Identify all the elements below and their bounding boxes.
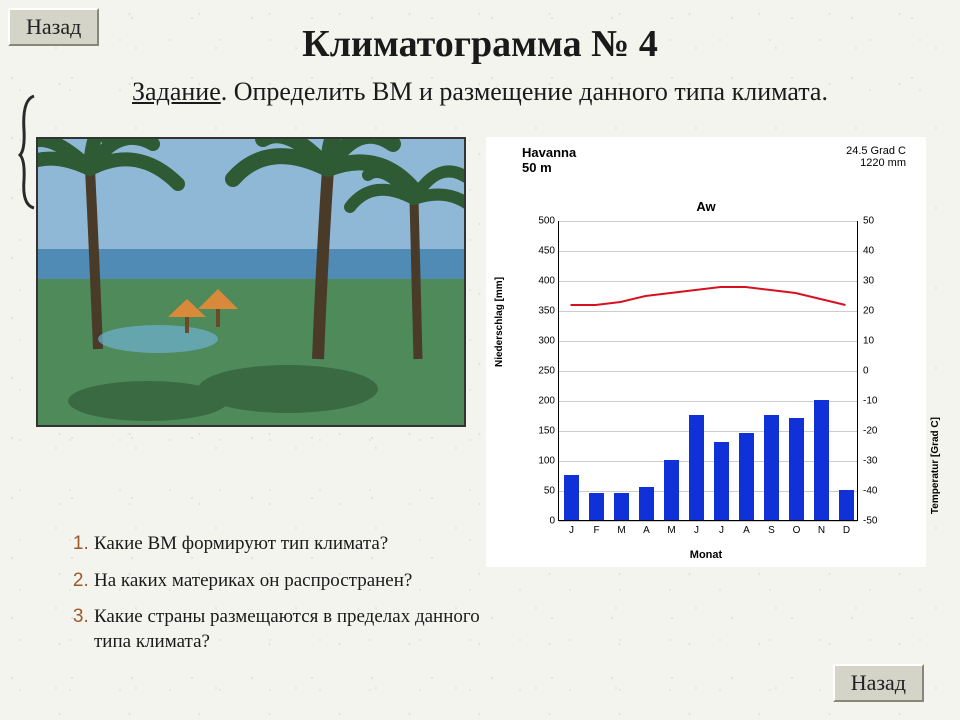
precip-tick: 450	[538, 246, 555, 257]
month-tick: N	[818, 525, 825, 536]
question-item: Какие ВМ формируют тип климата?	[94, 532, 506, 557]
month-tick: A	[643, 525, 650, 536]
temp-tick: 40	[863, 246, 874, 257]
month-tick: F	[593, 525, 599, 536]
precip-bar	[564, 475, 579, 520]
temp-tick: -10	[863, 396, 877, 407]
temp-tick: -50	[863, 516, 877, 527]
climate-photo	[36, 137, 466, 427]
precip-bar	[789, 418, 804, 520]
precip-tick: 100	[538, 456, 555, 467]
content-row: Havanna 50 m 24.5 Grad C 1220 mm Aw Nied…	[0, 109, 960, 567]
precip-bar	[639, 487, 654, 520]
precip-tick: 300	[538, 336, 555, 347]
precip-tick: 200	[538, 396, 555, 407]
question-item: На каких материках он распространен?	[94, 569, 506, 594]
temp-tick: -30	[863, 456, 877, 467]
station-name: Havanna	[522, 145, 576, 160]
x-axis-label: Monat	[486, 549, 926, 561]
task-body: . Определить ВМ и размещение данного тип…	[221, 77, 828, 106]
temp-avg: 24.5 Grad C	[846, 145, 906, 157]
temp-tick: -20	[863, 426, 877, 437]
month-tick: O	[793, 525, 801, 536]
precip-bar	[664, 460, 679, 520]
precip-tick: 500	[538, 216, 555, 227]
month-tick: J	[719, 525, 724, 536]
month-tick: M	[667, 525, 675, 536]
precip-total: 1220 mm	[846, 157, 906, 169]
task-lead: Задание	[132, 77, 221, 106]
task-text: Задание. Определить ВМ и размещение данн…	[0, 66, 960, 109]
station-elevation: 50 m	[522, 160, 576, 175]
precip-bar	[814, 400, 829, 520]
precip-tick: 350	[538, 306, 555, 317]
y-axis-right-label: Temperatur [Grad C]	[930, 417, 941, 514]
question-list: Какие ВМ формируют тип климата? На каких …	[66, 532, 506, 667]
y-axis-left-label: Niederschlag [mm]	[494, 277, 505, 367]
precip-tick: 0	[549, 516, 555, 527]
month-tick: A	[743, 525, 750, 536]
chart-classification: Aw	[486, 199, 926, 214]
page-title: Климатограмма № 4	[0, 0, 960, 66]
precip-bar	[589, 493, 604, 520]
back-button-top[interactable]: Назад	[8, 8, 99, 46]
month-tick: J	[694, 525, 699, 536]
temp-tick: 30	[863, 276, 874, 287]
precip-bar	[714, 442, 729, 520]
chart-plot-area: 050100150200250300350400450500-50-40-30-…	[558, 221, 858, 521]
temp-tick: 50	[863, 216, 874, 227]
precip-bar	[739, 433, 754, 520]
precip-bar	[614, 493, 629, 520]
precip-bar	[839, 490, 854, 520]
month-tick: S	[768, 525, 775, 536]
month-tick: D	[843, 525, 850, 536]
chart-summary: 24.5 Grad C 1220 mm	[846, 145, 906, 169]
temp-tick: 0	[863, 366, 869, 377]
precip-tick: 400	[538, 276, 555, 287]
chart-station: Havanna 50 m	[522, 145, 576, 175]
climograph: Havanna 50 m 24.5 Grad C 1220 mm Aw Nied…	[486, 137, 926, 567]
back-button-bottom[interactable]: Назад	[833, 664, 924, 702]
precip-tick: 250	[538, 366, 555, 377]
precip-bar	[689, 415, 704, 520]
precip-bar	[764, 415, 779, 520]
precip-tick: 50	[544, 486, 555, 497]
month-tick: J	[569, 525, 574, 536]
question-item: Какие страны размещаются в пределах данн…	[94, 605, 506, 654]
month-tick: M	[617, 525, 625, 536]
temp-tick: 20	[863, 306, 874, 317]
precip-tick: 150	[538, 426, 555, 437]
temp-tick: -40	[863, 486, 877, 497]
temp-tick: 10	[863, 336, 874, 347]
photo-illustration	[38, 139, 466, 427]
